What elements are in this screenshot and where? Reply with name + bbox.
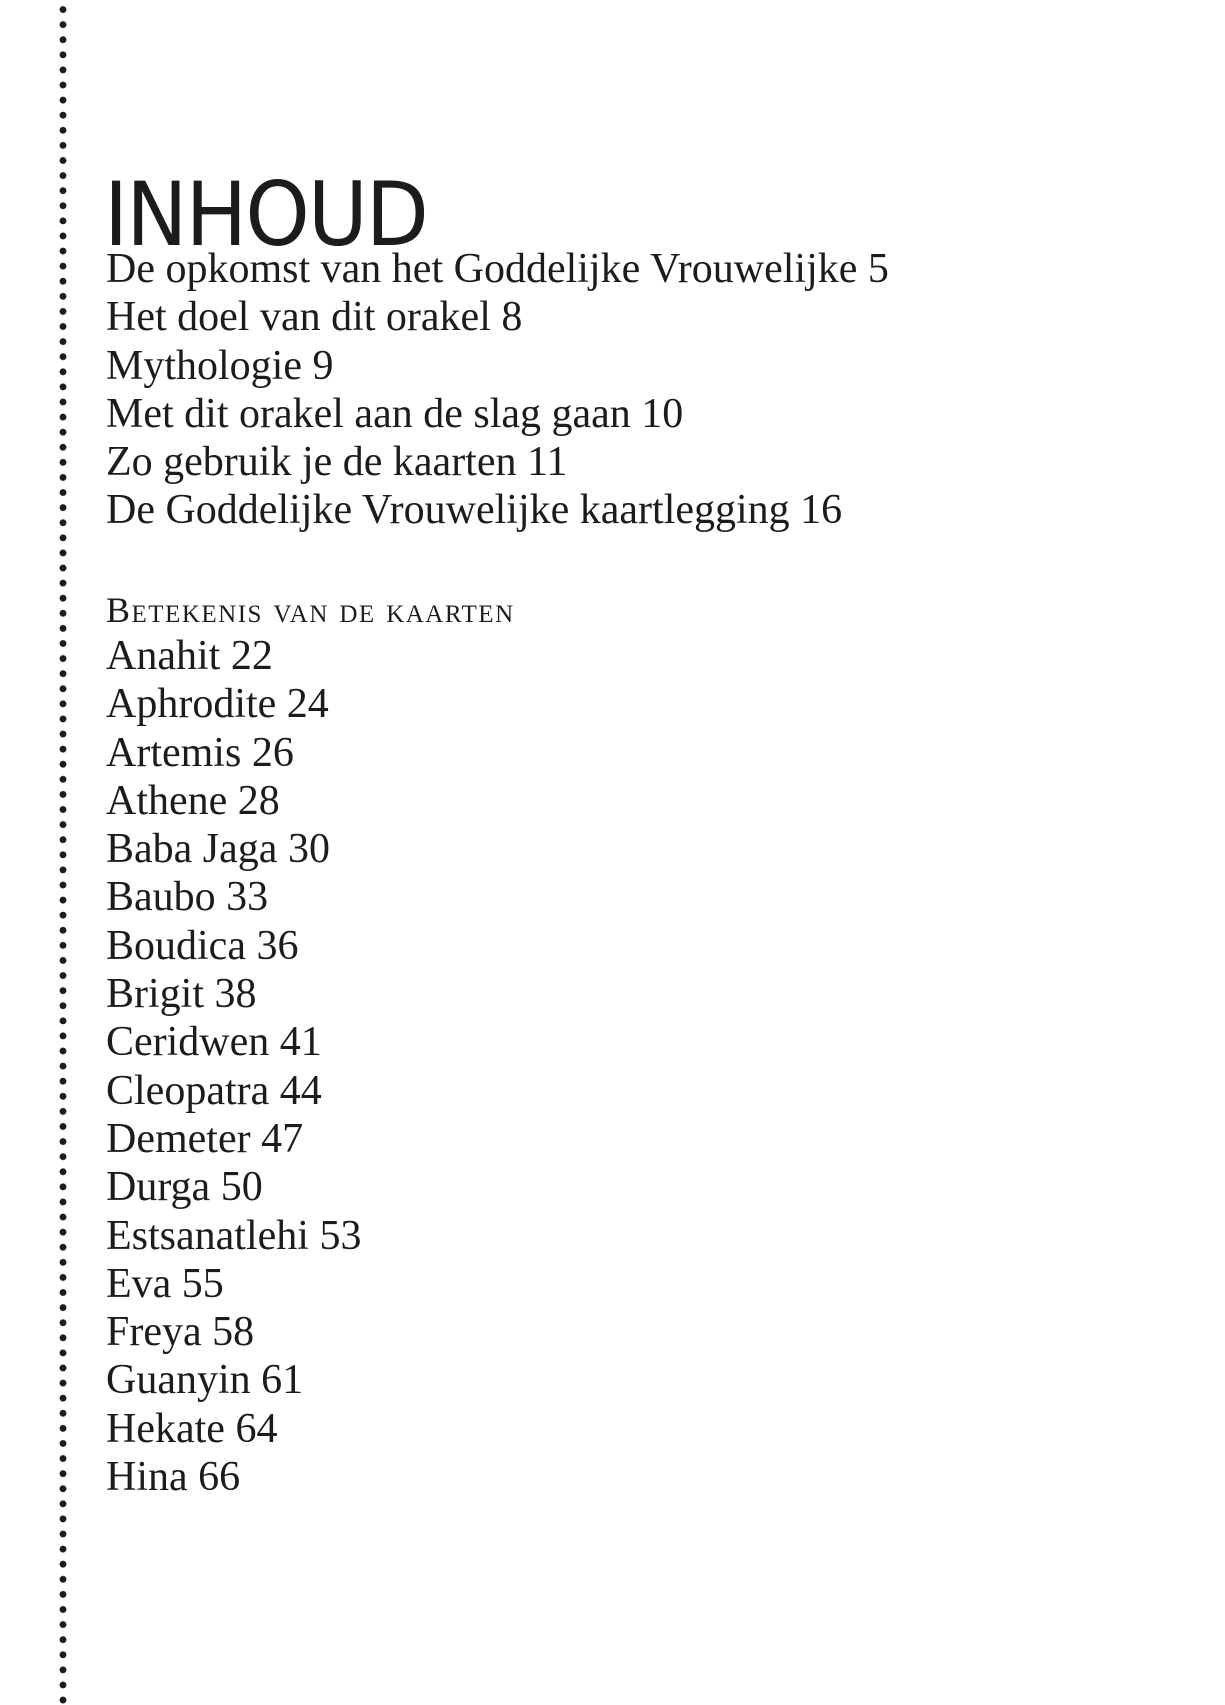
toc-entry-label: Anahit [106, 633, 221, 679]
toc-entry-page: 38 [214, 971, 257, 1018]
toc-entry: Guanyin 61 [106, 1356, 361, 1404]
toc-entry-label: De Goddelijke Vrouwelijke kaartlegging [106, 487, 790, 534]
toc-entry-page: 50 [220, 1164, 263, 1211]
toc-entry: Ceridwen 41 [106, 1018, 361, 1066]
toc-entry-label: Durga [106, 1164, 211, 1211]
toc-entry-label: Eva [106, 1260, 172, 1307]
toc-entry-label: De opkomst van het Goddelijke Vrouwelijk… [106, 246, 858, 292]
toc-entry: Zo gebruik je de kaarten 11 [106, 438, 889, 486]
toc-entry-page: 36 [256, 922, 299, 969]
toc-entry-label: Artemis [106, 729, 242, 776]
toc-entry: De Goddelijke Vrouwelijke kaartlegging 1… [106, 486, 889, 534]
toc-entry: Anahit 22 [106, 632, 361, 680]
toc-entry-page: 64 [235, 1405, 278, 1452]
toc-entry-page: 47 [261, 1115, 304, 1162]
toc-entry-page: 24 [286, 681, 329, 728]
intro-toc-list: De opkomst van het Goddelijke Vrouwelijk… [106, 245, 889, 535]
toc-entry-page: 10 [641, 390, 684, 437]
toc-entry: Aphrodite 24 [106, 680, 361, 728]
toc-entry: Hina 66 [106, 1453, 361, 1501]
toc-entry-page: 5 [867, 246, 889, 292]
toc-entry-page: 66 [198, 1454, 241, 1501]
toc-entry-label: Guanyin [106, 1357, 251, 1404]
toc-entry-label: Aphrodite [106, 681, 277, 728]
toc-entry-label: Zo gebruik je de kaarten [106, 439, 517, 486]
toc-entry: Brigit 38 [106, 970, 361, 1018]
toc-entry-label: Brigit [106, 971, 205, 1018]
toc-entry: Boudica 36 [106, 922, 361, 970]
toc-entry-page: 28 [237, 777, 280, 824]
toc-entry: Durga 50 [106, 1163, 361, 1211]
toc-entry: Athene 28 [106, 777, 361, 825]
toc-entry-label: Demeter [106, 1115, 251, 1162]
toc-entry: Hekate 64 [106, 1405, 361, 1453]
toc-entry-page: 44 [279, 1067, 322, 1114]
toc-entry: Demeter 47 [106, 1115, 361, 1163]
toc-entry-page: 55 [181, 1260, 224, 1307]
toc-entry-page: 16 [800, 487, 843, 534]
toc-entry: Met dit orakel aan de slag gaan 10 [106, 390, 889, 438]
toc-entry-label: Estsanatlehi [106, 1212, 309, 1259]
toc-entry-page: 11 [526, 439, 568, 486]
toc-entry-page: 30 [287, 826, 330, 873]
toc-entry-label: Hina [106, 1454, 188, 1501]
toc-entry-page: 26 [251, 729, 294, 776]
toc-entry-label: Hekate [106, 1405, 225, 1452]
toc-entry-label: Baubo [106, 874, 216, 921]
toc-entry: Freya 58 [106, 1308, 361, 1356]
toc-entry-label: Met dit orakel aan de slag gaan [106, 390, 631, 437]
page-title: INHOUD [104, 162, 429, 266]
toc-entry: Estsanatlehi 53 [106, 1212, 361, 1260]
toc-entry-page: 61 [261, 1357, 304, 1404]
toc-entry-label: Athene [106, 777, 228, 824]
toc-entry: Baba Jaga 30 [106, 825, 361, 873]
toc-entry-page: 8 [501, 294, 523, 341]
toc-entry: Het doel van dit orakel 8 [106, 293, 889, 341]
toc-entry-label: Boudica [106, 922, 246, 969]
toc-entry-page: 53 [319, 1212, 362, 1259]
toc-entry-page: 58 [212, 1309, 255, 1356]
toc-entry-label: Cleopatra [106, 1067, 270, 1114]
toc-entry: Mythologie 9 [106, 342, 889, 390]
toc-entry: Eva 55 [106, 1260, 361, 1308]
toc-entry-label: Freya [106, 1309, 202, 1356]
toc-entry-page: 9 [312, 342, 334, 389]
dotted-border [58, 0, 68, 1705]
toc-entry-label: Het doel van dit orakel [106, 294, 491, 341]
toc-entry-page: 41 [279, 1019, 322, 1066]
toc-entry-label: Baba Jaga [106, 826, 278, 873]
section-heading: Betekenis van de kaarten [106, 590, 515, 630]
toc-entry: Cleopatra 44 [106, 1067, 361, 1115]
cards-toc-list: Anahit 22 Aphrodite 24 Artemis 26 Athene 28… [106, 632, 361, 1501]
toc-entry-page: 33 [226, 874, 269, 921]
toc-entry: Baubo 33 [106, 873, 361, 921]
toc-entry-page: 22 [230, 633, 273, 679]
toc-entry-label: Ceridwen [106, 1019, 270, 1066]
toc-entry: De opkomst van het Goddelijke Vrouwelijk… [106, 245, 889, 293]
toc-entry: Artemis 26 [106, 729, 361, 777]
toc-entry-label: Mythologie [106, 342, 302, 389]
